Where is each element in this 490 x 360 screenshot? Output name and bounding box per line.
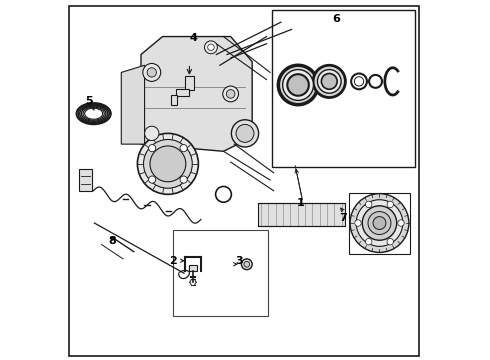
Circle shape [387,201,393,208]
Circle shape [313,65,345,98]
Circle shape [143,63,161,81]
Circle shape [137,134,198,194]
Circle shape [318,69,341,93]
Circle shape [278,65,318,105]
Bar [185,76,194,90]
Circle shape [148,176,156,183]
Bar [79,169,92,191]
Text: 6: 6 [333,14,341,24]
Bar [176,89,190,96]
Text: 2: 2 [170,256,177,266]
Circle shape [356,200,403,246]
Circle shape [147,68,156,77]
Circle shape [148,145,156,152]
Text: 8: 8 [108,236,116,246]
Bar [190,265,196,271]
Circle shape [244,261,250,267]
Text: 5: 5 [85,96,93,106]
Circle shape [366,238,372,245]
Bar [272,10,416,167]
Text: 1: 1 [297,198,304,208]
Circle shape [368,212,391,234]
Circle shape [236,125,254,142]
Text: 4: 4 [189,33,197,43]
Circle shape [145,126,159,140]
Circle shape [226,90,235,98]
Circle shape [180,176,187,183]
Bar [173,230,269,316]
Circle shape [283,69,314,100]
Circle shape [208,44,214,50]
Polygon shape [141,37,252,151]
FancyBboxPatch shape [112,22,277,223]
Circle shape [231,120,259,147]
Circle shape [373,217,386,229]
Circle shape [369,75,382,88]
Circle shape [180,145,187,152]
Circle shape [350,194,409,252]
Bar [349,193,410,253]
Circle shape [223,86,239,102]
Circle shape [150,146,186,182]
Circle shape [354,77,364,86]
Text: 3: 3 [236,256,244,266]
Circle shape [144,139,192,188]
Bar [258,203,345,226]
Bar [172,95,177,105]
Circle shape [351,73,367,89]
Circle shape [287,74,309,96]
Circle shape [387,238,393,245]
Circle shape [366,201,372,208]
Circle shape [362,206,397,240]
Text: 7: 7 [340,213,347,222]
Circle shape [242,259,252,270]
Circle shape [204,41,218,54]
Circle shape [355,220,361,226]
Circle shape [216,186,231,202]
Circle shape [398,220,404,226]
Polygon shape [122,65,145,144]
Circle shape [321,73,337,89]
